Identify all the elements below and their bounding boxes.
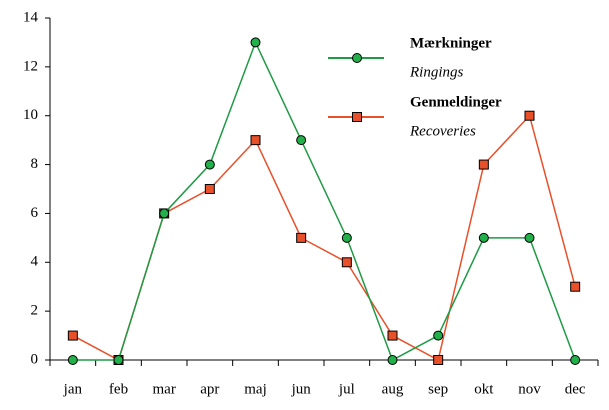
marker	[478, 232, 489, 243]
marker	[204, 184, 215, 194]
x-tick-label: maj	[244, 381, 267, 397]
marker	[250, 37, 261, 48]
marker	[524, 110, 535, 121]
x-tick-label: dec	[565, 381, 586, 397]
legend-subtitle: Recoveries	[409, 123, 476, 139]
x-tick-label: jul	[338, 381, 355, 397]
y-tick-label: 14	[23, 9, 39, 25]
y-tick-label: 10	[23, 107, 38, 123]
y-tick-label: 12	[23, 58, 38, 74]
marker	[387, 355, 398, 365]
legend-subtitle: Ringings	[409, 64, 463, 80]
marker	[250, 135, 261, 146]
legend-label: Mærkninger	[410, 35, 492, 51]
x-tick-label: feb	[109, 381, 128, 397]
x-tick-label: nov	[518, 381, 541, 397]
marker	[524, 232, 535, 243]
x-tick-label: aug	[382, 381, 404, 397]
legend-marker	[352, 112, 362, 122]
marker	[113, 355, 124, 365]
y-tick-label: 2	[31, 303, 39, 319]
marker	[67, 355, 78, 365]
marker	[296, 232, 307, 243]
y-tick-label: 0	[31, 351, 39, 367]
y-tick-label: 8	[31, 156, 39, 172]
y-tick-label: 4	[31, 254, 39, 270]
x-tick-label: jan	[63, 381, 83, 397]
marker	[570, 355, 581, 365]
marker	[204, 159, 215, 170]
marker	[433, 330, 444, 341]
marker	[341, 232, 352, 243]
marker	[67, 330, 78, 341]
legend-marker	[352, 53, 362, 63]
x-tick-label: okt	[474, 381, 494, 397]
y-tick-label: 6	[31, 205, 39, 221]
legend-label: Genmeldinger	[410, 94, 502, 110]
marker	[296, 135, 307, 146]
marker	[478, 159, 489, 170]
marker	[159, 208, 170, 219]
marker	[570, 281, 581, 292]
marker	[341, 257, 352, 268]
x-tick-label: apr	[200, 381, 219, 397]
x-tick-label: jun	[291, 381, 312, 397]
marker	[433, 355, 444, 365]
marker	[387, 330, 398, 341]
x-tick-label: mar	[153, 381, 176, 397]
x-tick-label: sep	[428, 381, 448, 397]
series-line	[72, 40, 576, 362]
